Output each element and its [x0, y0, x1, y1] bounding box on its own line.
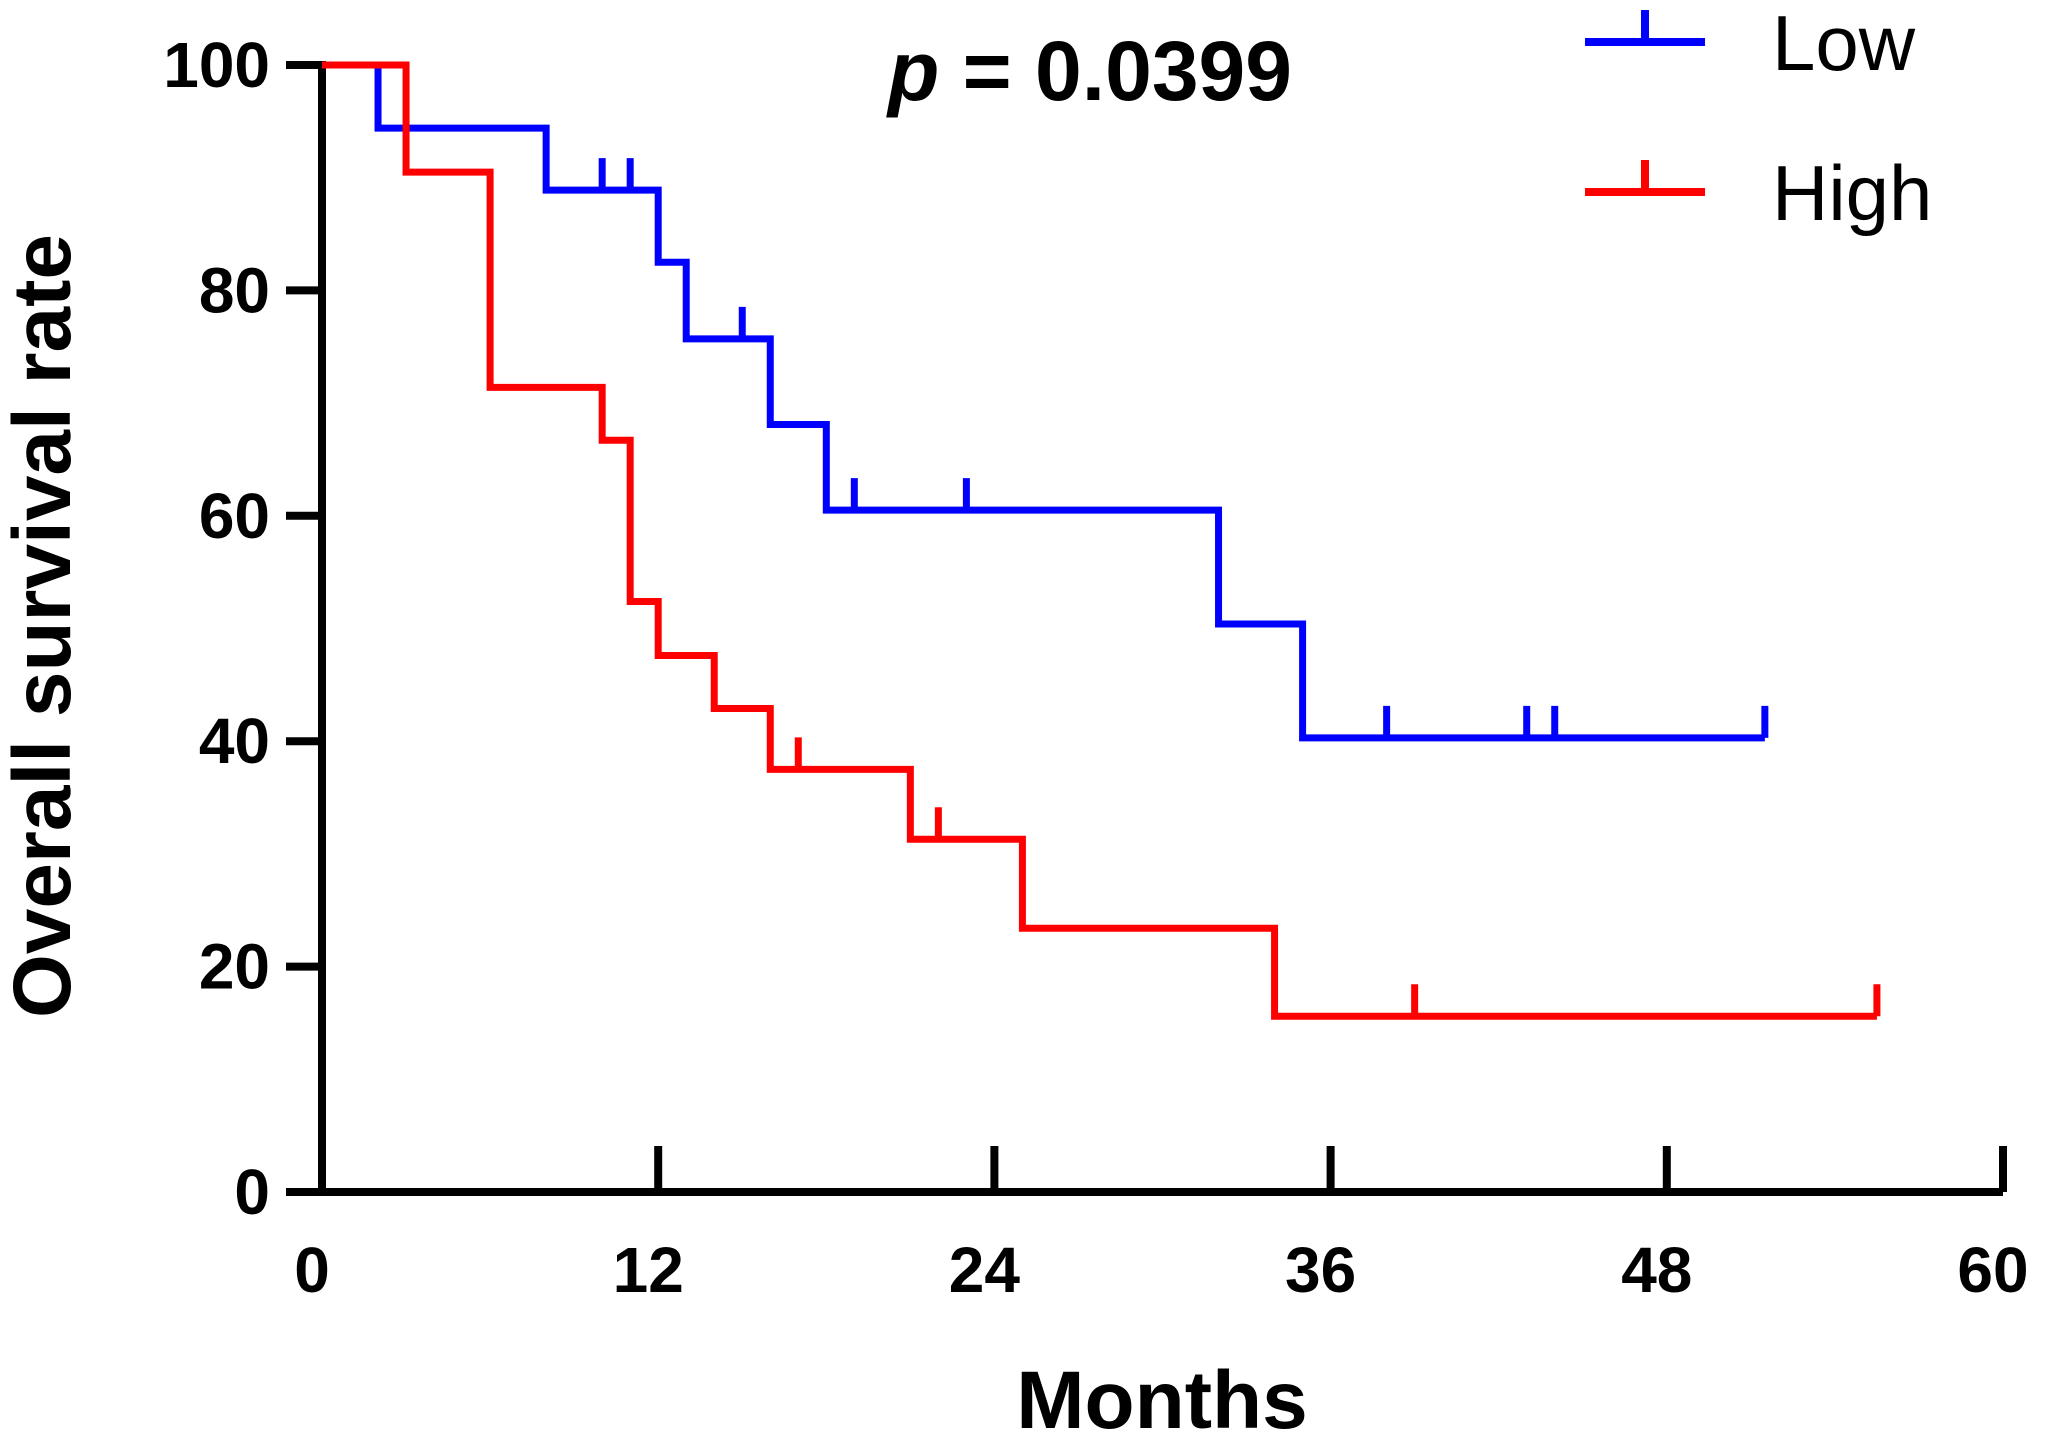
series-layer	[322, 61, 1881, 1020]
legend-label: Low	[1772, 0, 1916, 87]
p-value-prefix: p	[886, 24, 939, 118]
y-tick-label: 100	[163, 29, 270, 101]
p-value-annotation: p = 0.0399	[886, 24, 1292, 118]
axes: 0 20 40 60 80 100 0 12 24 36 48 60	[163, 29, 2028, 1306]
y-tick-label: 80	[199, 254, 270, 326]
legend-item-high: High	[1585, 149, 1932, 237]
x-tick-label: 60	[1957, 1234, 2028, 1306]
y-tick-label: 60	[199, 480, 270, 552]
legend-label: High	[1772, 149, 1932, 237]
x-tick-label: 48	[1621, 1234, 1692, 1306]
p-value-text: = 0.0399	[939, 24, 1292, 118]
x-tick-label: 36	[1285, 1234, 1356, 1306]
survival-curve-low	[322, 61, 1765, 742]
y-tick-label: 40	[199, 705, 270, 777]
y-tick-label: 20	[199, 931, 270, 1003]
x-tick-label: 0	[294, 1234, 330, 1306]
x-tick-label: 24	[949, 1234, 1021, 1306]
x-tick-label: 12	[613, 1234, 684, 1306]
series-low	[322, 61, 1769, 742]
y-tick-label: 0	[234, 1156, 270, 1228]
series-high	[322, 61, 1881, 1020]
legend: Low High	[1585, 0, 1932, 237]
y-axis-title: Overall survival rate	[0, 234, 88, 1018]
x-axis-title: Months	[1016, 1355, 1307, 1437]
survival-curve-high	[322, 61, 1877, 1020]
legend-item-low: Low	[1585, 0, 1916, 87]
